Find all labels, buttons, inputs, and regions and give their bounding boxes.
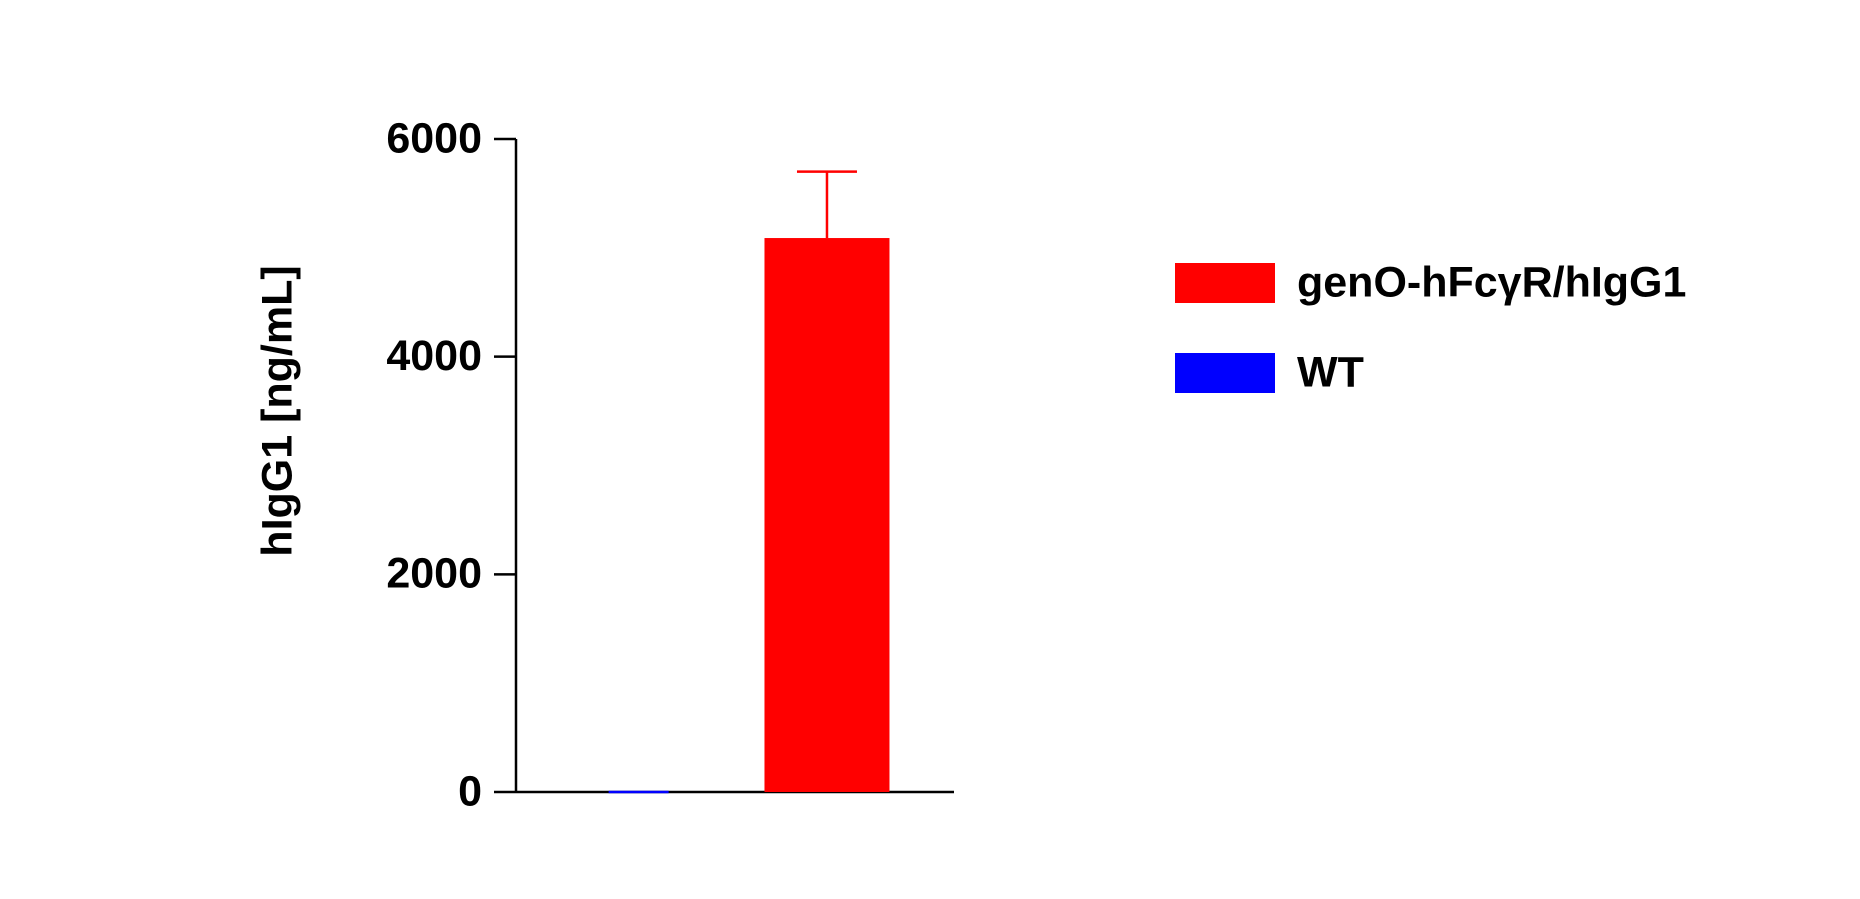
y-tick-label: 0 [458, 767, 482, 815]
y-tick-label: 6000 [386, 114, 482, 162]
legend-label: genO-hFcγR/hIgG1 [1297, 258, 1686, 306]
legend-swatch [1175, 353, 1275, 393]
y-axis-label: hIgG1 [ng/mL] [253, 265, 301, 556]
bar [764, 238, 890, 792]
legend-swatch [1175, 263, 1275, 303]
y-tick-label: 2000 [386, 550, 482, 598]
legend-label: WT [1297, 348, 1364, 396]
y-tick-label: 4000 [386, 332, 482, 380]
error-bar [796, 170, 857, 239]
